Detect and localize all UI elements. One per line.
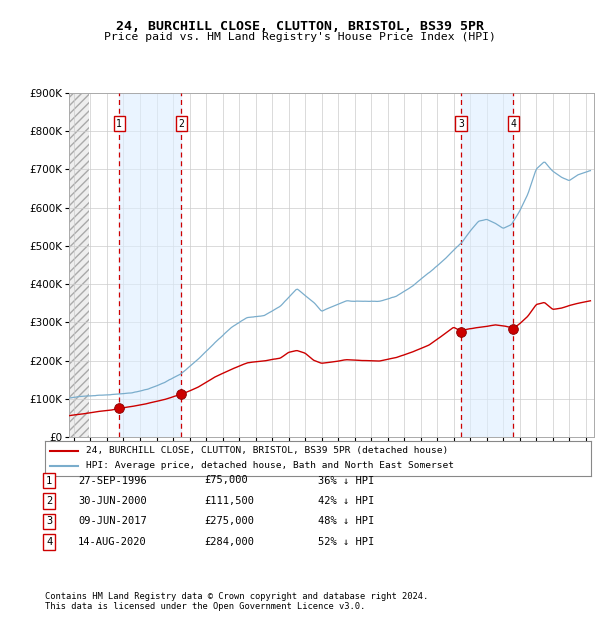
Text: 27-SEP-1996: 27-SEP-1996 bbox=[78, 476, 147, 485]
Text: 1: 1 bbox=[46, 476, 52, 485]
Text: 14-AUG-2020: 14-AUG-2020 bbox=[78, 537, 147, 547]
Text: £275,000: £275,000 bbox=[204, 516, 254, 526]
Text: 2: 2 bbox=[46, 496, 52, 506]
Text: 24, BURCHILL CLOSE, CLUTTON, BRISTOL, BS39 5PR (detached house): 24, BURCHILL CLOSE, CLUTTON, BRISTOL, BS… bbox=[86, 446, 448, 456]
Text: 24, BURCHILL CLOSE, CLUTTON, BRISTOL, BS39 5PR: 24, BURCHILL CLOSE, CLUTTON, BRISTOL, BS… bbox=[116, 20, 484, 33]
Text: This data is licensed under the Open Government Licence v3.0.: This data is licensed under the Open Gov… bbox=[45, 602, 365, 611]
Text: £111,500: £111,500 bbox=[204, 496, 254, 506]
Text: 36% ↓ HPI: 36% ↓ HPI bbox=[318, 476, 374, 485]
Bar bbox=[461, 93, 514, 437]
Text: 4: 4 bbox=[46, 537, 52, 547]
Bar bbox=[69, 93, 89, 437]
Text: 3: 3 bbox=[46, 516, 52, 526]
Text: 09-JUN-2017: 09-JUN-2017 bbox=[78, 516, 147, 526]
Text: Contains HM Land Registry data © Crown copyright and database right 2024.: Contains HM Land Registry data © Crown c… bbox=[45, 592, 428, 601]
Text: 52% ↓ HPI: 52% ↓ HPI bbox=[318, 537, 374, 547]
Text: 48% ↓ HPI: 48% ↓ HPI bbox=[318, 516, 374, 526]
Text: 2: 2 bbox=[178, 118, 184, 128]
Text: Price paid vs. HM Land Registry's House Price Index (HPI): Price paid vs. HM Land Registry's House … bbox=[104, 32, 496, 42]
Bar bbox=[119, 93, 181, 437]
Text: HPI: Average price, detached house, Bath and North East Somerset: HPI: Average price, detached house, Bath… bbox=[86, 461, 454, 471]
Text: 3: 3 bbox=[458, 118, 464, 128]
Text: 1: 1 bbox=[116, 118, 122, 128]
Text: £75,000: £75,000 bbox=[204, 476, 248, 485]
Text: £284,000: £284,000 bbox=[204, 537, 254, 547]
Text: 4: 4 bbox=[511, 118, 517, 128]
Text: 42% ↓ HPI: 42% ↓ HPI bbox=[318, 496, 374, 506]
Text: 30-JUN-2000: 30-JUN-2000 bbox=[78, 496, 147, 506]
